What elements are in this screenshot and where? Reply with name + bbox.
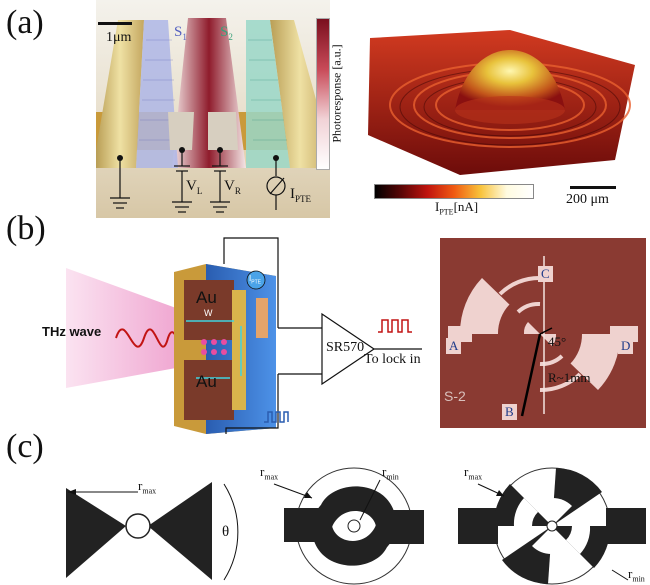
au-top-label: Au bbox=[196, 288, 217, 307]
spiral-rmin-label: rmin bbox=[382, 464, 399, 482]
micro-label-a: A bbox=[446, 338, 462, 354]
current-pte-label: IPTE bbox=[290, 186, 312, 204]
scale-bar-a-right bbox=[570, 186, 616, 189]
scale-bar-a-left-label: 1μm bbox=[106, 30, 132, 45]
thz-wave-label: THz wave bbox=[42, 324, 102, 339]
bowtie-rmax-label: rmax bbox=[138, 478, 157, 496]
to-lock-in-label: To lock in bbox=[364, 352, 421, 367]
ipte-colorbar-label: IPTE[nA] bbox=[435, 199, 479, 217]
micro-label-d: D bbox=[618, 338, 634, 354]
panel-label-c: (c) bbox=[6, 428, 44, 465]
panel-label-b: (b) bbox=[6, 210, 46, 247]
sr570-label: SR570 bbox=[326, 340, 365, 355]
au-bottom-label: Au bbox=[196, 372, 217, 391]
strip-s2-label: S2 bbox=[220, 24, 233, 42]
micro-label-c: C bbox=[538, 266, 553, 282]
lp-rmax-label: rmax bbox=[464, 464, 483, 482]
photoresponse-colorbar-label: Photoresponse [a.u.] bbox=[329, 44, 344, 143]
width-label: W bbox=[204, 308, 213, 318]
ipte-colorbar bbox=[374, 184, 534, 199]
scale-bar-a-right-label: 200 μm bbox=[566, 192, 609, 207]
chip-id-label: S-2 bbox=[444, 388, 466, 404]
strip-s1-label: S1 bbox=[174, 24, 187, 42]
spiral-rmax-label: rmax bbox=[260, 464, 279, 482]
scale-bar-a-left bbox=[98, 22, 132, 25]
radius-label: R~1mm bbox=[548, 370, 591, 385]
lp-rmin-label: rmin bbox=[628, 566, 645, 584]
photoresponse-colorbar bbox=[316, 18, 330, 170]
panel-label-a: (a) bbox=[6, 4, 44, 41]
bowtie-antenna-diagram: rmax θ bbox=[64, 478, 254, 585]
device-schematic-a: 1μm S1 S2 VL VR IPTE bbox=[96, 0, 330, 218]
spiral-antenna-diagram: rmax rmin bbox=[260, 462, 450, 585]
micro-label-b: B bbox=[502, 404, 517, 420]
voltage-left-label: VL bbox=[186, 178, 203, 196]
antenna-micrograph: C A D B 45° R~1mm S-2 bbox=[440, 238, 646, 428]
angle-label: 45° bbox=[548, 334, 567, 349]
probe-label: IPTE bbox=[249, 274, 261, 286]
voltage-right-label: VR bbox=[224, 178, 241, 196]
log-periodic-antenna-diagram: rmax rmin bbox=[452, 462, 648, 585]
thz-setup-schematic: THz wave Au Au W IPTE SR570 To lock in bbox=[42, 228, 426, 440]
bowtie-theta-label: θ bbox=[222, 524, 230, 540]
photocurrent-surface-3d bbox=[360, 10, 640, 180]
